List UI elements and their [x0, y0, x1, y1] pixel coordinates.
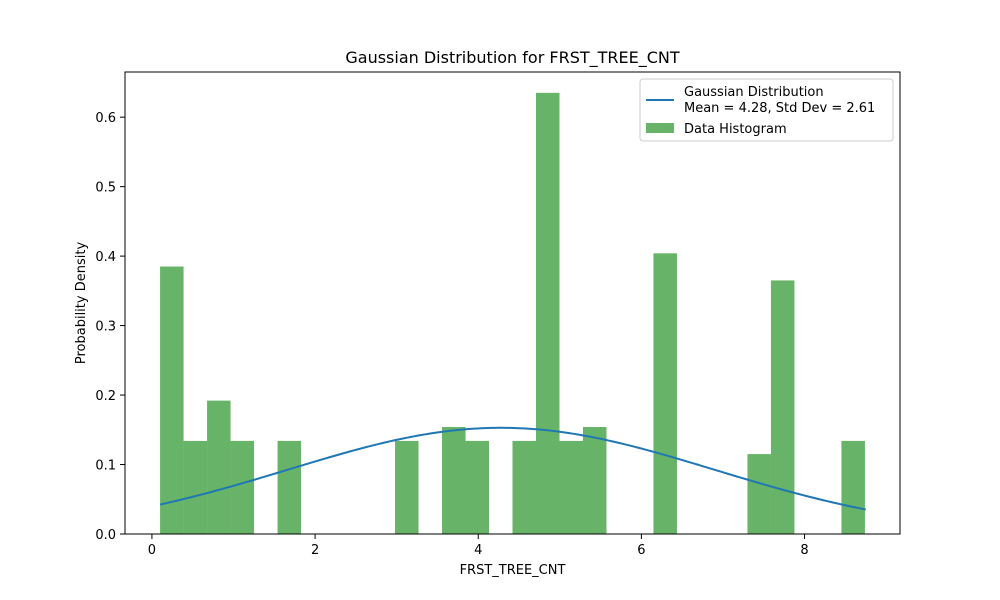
legend-histogram-swatch	[646, 123, 674, 133]
y-tick-label: 0.2	[95, 389, 116, 404]
histogram-bar	[747, 454, 771, 534]
x-tick-label: 4	[474, 543, 482, 558]
y-axis-label: Probability Density	[74, 242, 89, 365]
histogram-bar	[207, 400, 231, 534]
histogram-bar	[582, 427, 607, 534]
y-tick-label: 0.5	[95, 181, 116, 196]
legend: Gaussian Distribution Mean = 4.28, Std D…	[639, 78, 894, 142]
x-tick-label: 8	[800, 543, 808, 558]
histogram-bars	[160, 92, 865, 535]
y-axis-ticks: 0.0 0.1 0.2 0.3 0.4 0.5 0.6	[95, 111, 125, 543]
gaussian-curve	[159, 426, 866, 511]
y-tick-label: 0.1	[95, 459, 116, 474]
y-tick-label: 0.6	[95, 111, 116, 126]
x-axis-ticks: 0 2 4 6 8	[148, 534, 809, 558]
histogram-bar	[559, 440, 583, 534]
gaussian-curve-group	[159, 426, 866, 511]
y-tick-label: 0.3	[95, 320, 116, 335]
histogram-bar	[512, 440, 536, 534]
histogram-bar	[277, 440, 302, 534]
histogram-bar	[653, 253, 677, 535]
plot-frame	[124, 71, 901, 535]
y-tick-label: 0.4	[95, 250, 116, 265]
histogram-bar	[183, 440, 208, 534]
legend-gaussian-label-line2: Mean = 4.28, Std Dev = 2.61	[684, 101, 875, 116]
histogram-bar	[160, 266, 184, 534]
legend-gaussian-label-line1: Gaussian Distribution	[684, 85, 824, 100]
histogram-bar	[395, 440, 419, 534]
x-tick-label: 0	[148, 543, 156, 558]
histogram-bar	[770, 280, 795, 534]
chart-title: Gaussian Distribution for FRST_TREE_CNT	[345, 48, 680, 68]
histogram-bar	[841, 440, 865, 534]
histogram-bar	[230, 440, 255, 534]
histogram-bar	[465, 440, 490, 534]
x-tick-label: 2	[311, 543, 319, 558]
histogram-bar	[535, 92, 560, 534]
legend-histogram-label: Data Histogram	[684, 122, 787, 137]
y-tick-label: 0.0	[95, 528, 116, 543]
histogram-bar	[442, 427, 466, 534]
x-axis-label: FRST_TREE_CNT	[460, 563, 566, 578]
x-tick-label: 6	[637, 543, 645, 558]
legend-box	[639, 78, 894, 142]
